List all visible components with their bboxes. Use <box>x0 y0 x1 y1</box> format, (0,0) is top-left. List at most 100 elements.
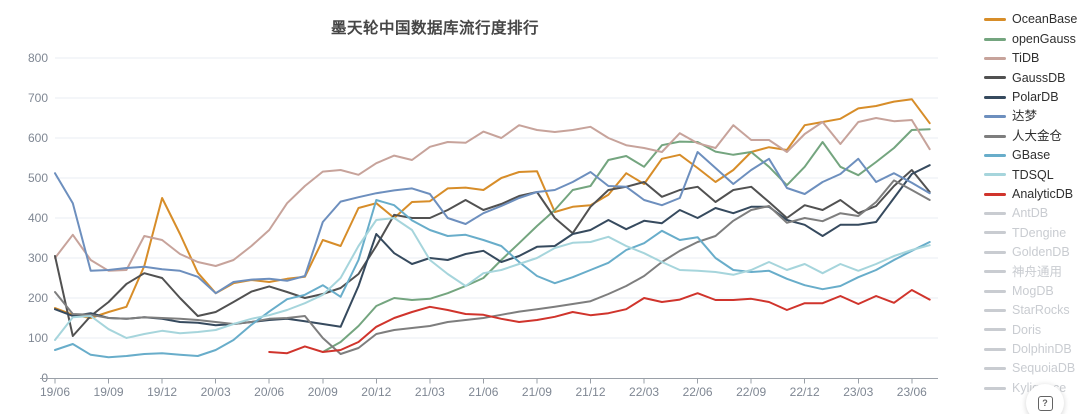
legend-line-swatch <box>984 367 1006 371</box>
legend-label: 人大金仓 <box>1012 128 1063 143</box>
svg-text:23/06: 23/06 <box>897 385 927 399</box>
legend-line-swatch <box>984 270 1006 274</box>
legend-label: TDSQL <box>1012 167 1054 182</box>
legend-label: AnalyticDB <box>1012 186 1074 201</box>
series-line-AnalyticDB[interactable] <box>268 289 931 355</box>
legend-line-swatch <box>984 309 1006 313</box>
svg-text:500: 500 <box>28 171 48 185</box>
legend-label: MogDB <box>1012 283 1054 298</box>
svg-text:800: 800 <box>28 51 48 65</box>
svg-text:21/09: 21/09 <box>522 385 552 399</box>
series-line-GaussDB[interactable] <box>54 169 931 337</box>
legend-label: GBase <box>1012 148 1051 163</box>
legend-item-PolarDB[interactable]: PolarDB <box>984 88 1080 107</box>
series-line-PolarDB[interactable] <box>54 164 931 328</box>
svg-text:20/06: 20/06 <box>254 385 284 399</box>
legend-label: StarRocks <box>1012 303 1070 318</box>
legend-line-swatch <box>984 115 1006 119</box>
svg-text:19/06: 19/06 <box>40 385 70 399</box>
svg-text:20/03: 20/03 <box>201 385 231 399</box>
legend-item-AntDB[interactable]: AntDB <box>984 204 1080 223</box>
svg-text:100: 100 <box>28 331 48 345</box>
svg-text:23/03: 23/03 <box>843 385 873 399</box>
x-axis-labels: 19/06 19/09 19/12 20/03 20/06 20/09 20/12 21/03… <box>40 385 927 399</box>
legend-item-TiDB[interactable]: TiDB <box>984 49 1080 68</box>
x-axis <box>40 378 938 384</box>
legend-item-GoldenDB[interactable]: GoldenDB <box>984 243 1080 262</box>
svg-text:200: 200 <box>28 291 48 305</box>
legend-item-TDengine[interactable]: TDengine <box>984 223 1080 242</box>
legend-line-swatch <box>984 231 1006 235</box>
svg-text:21/06: 21/06 <box>468 385 498 399</box>
svg-text:19/12: 19/12 <box>147 385 177 399</box>
legend-label: PolarDB <box>1012 90 1059 104</box>
svg-text:20/09: 20/09 <box>308 385 338 399</box>
svg-text:20/12: 20/12 <box>361 385 391 399</box>
gridlines <box>55 57 938 339</box>
legend-label: DolphinDB <box>1012 342 1072 357</box>
legend-item-DolphinDB[interactable]: DolphinDB <box>984 340 1080 359</box>
legend-item-GaussDB[interactable]: GaussDB <box>984 68 1080 87</box>
legend-label: GoldenDB <box>1012 245 1070 260</box>
legend-line-swatch <box>984 386 1006 390</box>
legend-line-swatch <box>984 37 1006 41</box>
help-button[interactable]: ? <box>1026 384 1064 414</box>
series-line-TDSQL[interactable] <box>54 217 931 341</box>
legend-label: 达梦 <box>1012 109 1038 124</box>
legend-label: SequoiaDB <box>1012 361 1076 376</box>
legend-item-SequoiaDB[interactable]: SequoiaDB <box>984 359 1080 378</box>
svg-text:700: 700 <box>28 91 48 105</box>
chart-title: 墨天轮中国数据库流行度排行 <box>330 20 539 37</box>
legend-item-openGauss[interactable]: openGauss <box>984 29 1080 48</box>
legend-line-swatch <box>984 18 1006 22</box>
legend-line-swatch <box>984 95 1006 99</box>
series-lines <box>54 98 931 359</box>
svg-text:21/03: 21/03 <box>415 385 445 399</box>
legend-label: AntDB <box>1012 206 1049 221</box>
svg-text:600: 600 <box>28 131 48 145</box>
legend-line-swatch <box>984 56 1006 60</box>
legend-item-AnalyticDB[interactable]: AnalyticDB <box>984 185 1080 204</box>
legend-item-GBase[interactable]: GBase <box>984 146 1080 165</box>
legend-label: TiDB <box>1012 51 1040 66</box>
legend-item-Doris[interactable]: Doris <box>984 320 1080 339</box>
legend-item-TDSQL[interactable]: TDSQL <box>984 165 1080 184</box>
legend-line-swatch <box>984 212 1006 216</box>
svg-text:22/09: 22/09 <box>736 385 766 399</box>
legend-line-swatch <box>984 173 1006 177</box>
legend-line-swatch <box>984 134 1006 138</box>
legend-item-OceanBase[interactable]: OceanBase <box>984 10 1080 29</box>
legend-label: GaussDB <box>1012 70 1066 85</box>
svg-text:22/12: 22/12 <box>790 385 820 399</box>
svg-text:300: 300 <box>28 251 48 265</box>
legend-label: OceanBase <box>1012 12 1078 27</box>
series-line-openGauss[interactable] <box>321 128 931 353</box>
svg-text:400: 400 <box>28 211 48 225</box>
legend-line-swatch <box>984 328 1006 332</box>
legend-label: openGauss <box>1012 31 1076 46</box>
series-line-达梦[interactable] <box>54 151 931 295</box>
legend-line-swatch <box>984 289 1006 293</box>
legend-item-人大金仓[interactable]: 人大金仓 <box>984 126 1080 145</box>
legend-line-swatch <box>984 347 1006 351</box>
legend-line-swatch <box>984 192 1006 196</box>
legend-label: 神舟通用 <box>1012 264 1063 279</box>
legend-item-MogDB[interactable]: MogDB <box>984 281 1080 300</box>
popularity-line-chart: 010020030040050060070080019/0619/0919/12… <box>28 51 938 399</box>
legend-line-swatch <box>984 250 1006 254</box>
legend-label: TDengine <box>1012 225 1067 240</box>
series-line-TiDB[interactable] <box>54 117 931 272</box>
legend-line-swatch <box>984 153 1006 157</box>
svg-text:22/03: 22/03 <box>629 385 659 399</box>
legend-label: Doris <box>1012 322 1042 337</box>
legend-item-神舟通用[interactable]: 神舟通用 <box>984 262 1080 281</box>
svg-text:21/12: 21/12 <box>575 385 605 399</box>
legend-item-达梦[interactable]: 达梦 <box>984 107 1080 126</box>
series-line-GBase[interactable] <box>54 199 931 359</box>
svg-text:19/09: 19/09 <box>94 385 124 399</box>
y-axis-labels: 0100200300400500600700800 <box>28 51 48 385</box>
legend-item-StarRocks[interactable]: StarRocks <box>984 301 1080 320</box>
legend: OceanBase openGauss TiDB GaussDB PolarDB 达梦人大… <box>984 10 1080 398</box>
question-mark-icon: ? <box>1037 395 1053 411</box>
